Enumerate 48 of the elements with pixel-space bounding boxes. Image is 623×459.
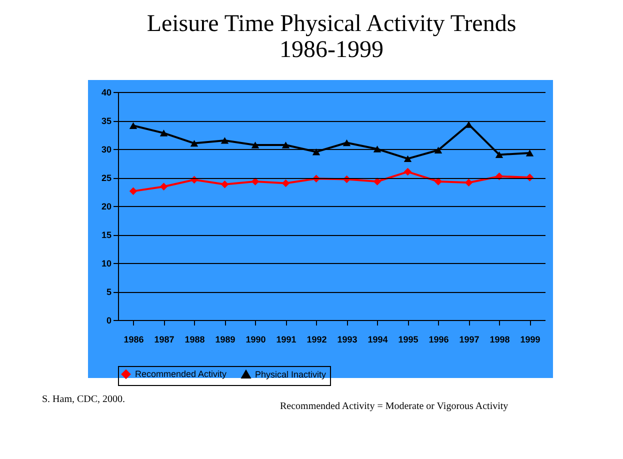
x-tick-label: 1998 [490, 334, 510, 344]
y-tick-label: 30 [101, 144, 112, 154]
x-tick-label: 1991 [276, 334, 296, 344]
y-tick-label: 10 [101, 258, 112, 268]
text: S. Ham, CDC, 2000. [42, 394, 126, 405]
chart-title: Leisure Time Physical Activity Trends 1986-1999 [146, 11, 516, 63]
point [312, 148, 320, 156]
x-tick-label: 1990 [246, 334, 266, 344]
point [404, 155, 412, 162]
point [190, 140, 198, 147]
point [404, 168, 412, 176]
point [251, 142, 260, 148]
legend-label: Physical Inactivity [255, 369, 327, 380]
y-tick-label: 15 [101, 230, 112, 240]
point [220, 180, 229, 188]
x-tick-label: 1993 [337, 334, 358, 344]
point [129, 187, 138, 196]
point [282, 142, 290, 148]
point [495, 151, 504, 158]
point [251, 178, 260, 186]
y-tick-label: 25 [101, 173, 112, 183]
point [220, 137, 229, 144]
x-tick-label: 1999 [520, 334, 540, 344]
x-tick-label: 1994 [368, 334, 388, 344]
point [160, 130, 168, 136]
x-tick-label: 1996 [428, 334, 449, 344]
x-tick-label: 1986 [124, 334, 144, 344]
legend-label: Recommended Activity [135, 369, 228, 380]
point [160, 182, 168, 190]
point [526, 150, 534, 156]
point [129, 122, 138, 129]
point [282, 179, 290, 188]
text: Recommended Activity = Moderate or Vigorous Activity [280, 401, 508, 412]
point [434, 178, 442, 186]
x-tick-label: 1987 [154, 334, 174, 344]
point [373, 178, 382, 186]
x-tick-label: 1988 [184, 334, 205, 344]
x-tick-label: 1992 [306, 334, 327, 344]
x-tick-label: 1995 [398, 334, 418, 344]
y-tick-label: 0 [106, 316, 112, 326]
x-tick-label: 1997 [459, 334, 480, 344]
y-tick-label: 5 [106, 287, 112, 297]
y-tick-label: 40 [101, 88, 112, 98]
point [342, 139, 351, 146]
x-tick-label: 1989 [215, 334, 236, 344]
y-tick-label: 35 [101, 116, 112, 126]
y-tick-label: 20 [101, 202, 112, 212]
point [464, 178, 473, 187]
